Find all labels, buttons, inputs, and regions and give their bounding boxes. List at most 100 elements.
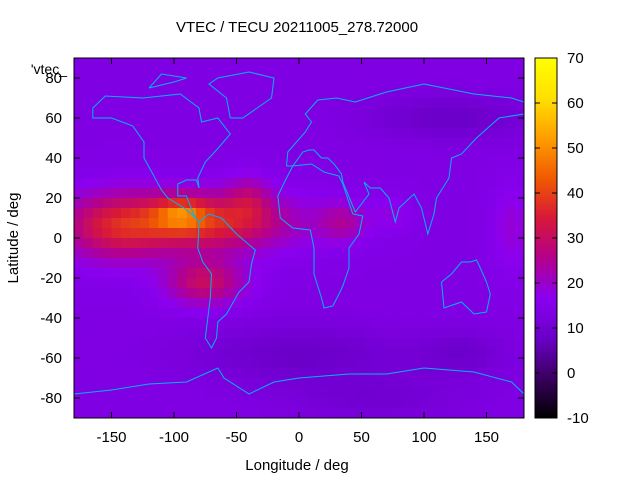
heatmap-cell-1039 xyxy=(364,268,375,279)
heatmap-cell-961 xyxy=(83,258,94,269)
heatmap-cell-433 xyxy=(83,148,94,159)
heatmap-cell-1604 xyxy=(261,388,272,399)
heatmap-cell-289 xyxy=(83,118,94,129)
heatmap-cell-1010 xyxy=(92,268,103,279)
heatmap-cell-1069 xyxy=(195,278,206,289)
heatmap-cell-1622 xyxy=(430,388,441,399)
heatmap-cell-58 xyxy=(167,68,178,79)
heatmap-cell-576 xyxy=(74,178,84,189)
heatmap-cell-1344 xyxy=(74,338,84,349)
heatmap-cell-876 xyxy=(186,238,197,249)
heatmap-cell-1139 xyxy=(402,288,413,299)
heatmap-cell-952 xyxy=(449,248,459,259)
heatmap-cell-1687 xyxy=(139,408,150,418)
heatmap-cell-7 xyxy=(139,58,150,69)
heatmap-cell-775 xyxy=(139,218,150,229)
heatmap-cell-223 xyxy=(364,98,375,109)
heatmap-cell-1428 xyxy=(411,348,422,359)
heatmap-cell-1716 xyxy=(411,408,422,418)
heatmap-cell-404 xyxy=(261,138,272,149)
heatmap-cell-615 xyxy=(439,178,450,189)
heatmap-cell-605 xyxy=(345,178,356,189)
heatmap-cell-1408 xyxy=(224,348,234,359)
heatmap-cell-1181 xyxy=(345,298,356,309)
heatmap-cell-836 xyxy=(261,228,272,239)
heatmap-cell-538 xyxy=(167,168,178,179)
heatmap-cell-1258 xyxy=(167,318,178,329)
heatmap-cell-1640 xyxy=(149,398,159,409)
x-tick-label: -100 xyxy=(159,429,189,446)
heatmap-cell-1179 xyxy=(327,298,338,309)
heatmap-cell-79 xyxy=(364,68,375,79)
heatmap-cell-860 xyxy=(486,228,497,239)
heatmap-cell-1551 xyxy=(214,378,225,389)
heatmap-cell-715 xyxy=(477,198,488,209)
heatmap-cell-506 xyxy=(317,158,328,169)
heatmap-cell-1507 xyxy=(252,368,263,379)
heatmap-cell-1661 xyxy=(345,398,356,409)
heatmap-cell-183 xyxy=(439,88,450,99)
heatmap-cell-1086 xyxy=(355,278,366,289)
heatmap-cell-1436 xyxy=(486,348,497,359)
heatmap-cell-1090 xyxy=(392,278,403,289)
heatmap-cell-1187 xyxy=(402,298,413,309)
heatmap-cell-1407 xyxy=(214,348,225,359)
heatmap-cell-41 xyxy=(458,58,469,69)
heatmap-cell-673 xyxy=(83,198,94,209)
heatmap-cell-240 xyxy=(74,108,84,119)
heatmap-cell-498 xyxy=(242,158,253,169)
heatmap-cell-558 xyxy=(355,168,366,179)
heatmap-cell-1234 xyxy=(392,308,403,319)
heatmap-cell-227 xyxy=(402,98,413,109)
heatmap-cell-486 xyxy=(130,158,141,169)
heatmap-cell-308 xyxy=(261,118,272,129)
heatmap-cell-1608 xyxy=(299,388,309,399)
heatmap-cell-815 xyxy=(514,218,524,229)
heatmap-cell-1050 xyxy=(467,268,478,279)
heatmap-cell-40 xyxy=(449,58,459,69)
heatmap-cell-132 xyxy=(411,78,422,89)
heatmap-cell-117 xyxy=(270,78,281,89)
heatmap-cell-565 xyxy=(420,168,431,179)
heatmap-cell-1633 xyxy=(83,398,94,409)
heatmap-cell-417 xyxy=(383,138,394,149)
heatmap-cell-1511 xyxy=(289,368,300,379)
heatmap-cell-820 xyxy=(111,228,122,239)
heatmap-cell-1480 xyxy=(449,358,459,369)
x-tick-label: 100 xyxy=(411,429,436,446)
heatmap-cell-1272 xyxy=(299,318,309,329)
x-tick-label: 150 xyxy=(474,429,499,446)
heatmap-cell-1009 xyxy=(83,268,94,279)
heatmap-cell-1429 xyxy=(420,348,431,359)
heatmap-cell-1199 xyxy=(514,298,524,309)
heatmap-cell-243 xyxy=(102,108,113,119)
heatmap-cell-298 xyxy=(167,118,178,129)
heatmap-cell-1719 xyxy=(439,408,450,418)
heatmap-cell-895 xyxy=(364,238,375,249)
heatmap-cell-1400 xyxy=(149,348,159,359)
heatmap-cell-643 xyxy=(252,188,263,199)
heatmap-cell-750 xyxy=(355,208,366,219)
heatmap-cell-192 xyxy=(74,98,84,109)
heatmap-cell-1525 xyxy=(420,368,431,379)
heatmap-cell-670 xyxy=(505,188,516,199)
heatmap-cell-1150 xyxy=(505,288,516,299)
heatmap-cell-1675 xyxy=(477,398,488,409)
heatmap-cell-1232 xyxy=(374,308,384,319)
heatmap-cell-1158 xyxy=(130,298,141,309)
heatmap-cell-552 xyxy=(299,168,309,179)
heatmap-cell-833 xyxy=(233,228,244,239)
heatmap-cell-224 xyxy=(374,98,384,109)
heatmap-cell-526 xyxy=(505,158,516,169)
heatmap-cell-127 xyxy=(364,78,375,89)
heatmap-cell-87 xyxy=(439,68,450,79)
heatmap-cell-1606 xyxy=(280,388,291,399)
heatmap-cell-1632 xyxy=(74,398,84,409)
heatmap-cell-1018 xyxy=(167,268,178,279)
heatmap-cell-299 xyxy=(177,118,188,129)
heatmap-cell-911 xyxy=(514,238,524,249)
heatmap-cell-948 xyxy=(411,248,422,259)
heatmap-cell-336 xyxy=(74,128,84,139)
heatmap-cell-1055 xyxy=(514,268,524,279)
heatmap-cell-1574 xyxy=(430,378,441,389)
